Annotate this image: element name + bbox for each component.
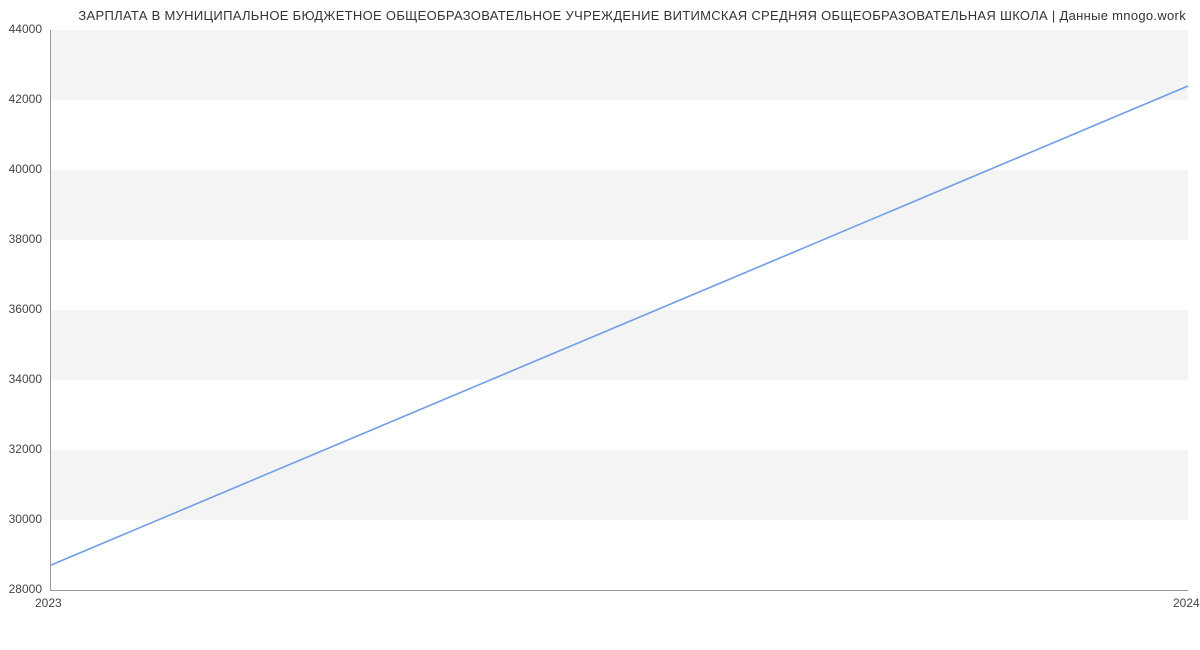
series-line (50, 86, 1188, 566)
x-tick-label: 2024 (1173, 596, 1200, 610)
chart-container: ЗАРПЛАТА В МУНИЦИПАЛЬНОЕ БЮДЖЕТНОЕ ОБЩЕО… (0, 0, 1200, 650)
y-tick-label: 34000 (0, 372, 42, 386)
y-tick-label: 42000 (0, 92, 42, 106)
y-axis (50, 30, 51, 590)
plot-area (50, 30, 1188, 590)
chart-title: ЗАРПЛАТА В МУНИЦИПАЛЬНОЕ БЮДЖЕТНОЕ ОБЩЕО… (78, 8, 1186, 23)
x-axis (50, 590, 1188, 591)
y-tick-label: 38000 (0, 232, 42, 246)
y-tick-label: 44000 (0, 22, 42, 36)
y-tick-label: 36000 (0, 302, 42, 316)
y-tick-label: 32000 (0, 442, 42, 456)
x-tick-label: 2023 (35, 596, 62, 610)
y-tick-label: 28000 (0, 582, 42, 596)
y-tick-label: 40000 (0, 162, 42, 176)
line-layer (50, 30, 1188, 590)
y-tick-label: 30000 (0, 512, 42, 526)
